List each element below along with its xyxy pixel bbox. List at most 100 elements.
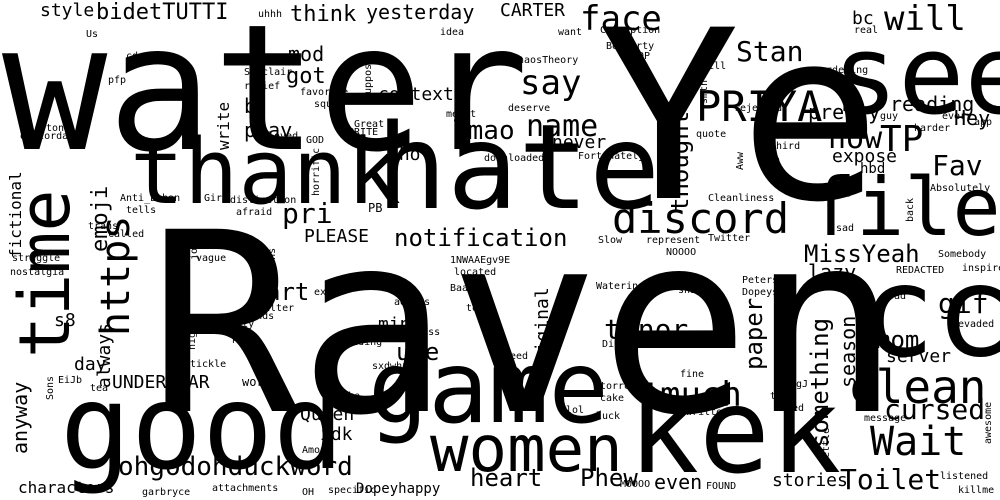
- word-mind: mind: [378, 314, 422, 335]
- word-cc: cc: [860, 240, 1000, 385]
- word-loved: loved: [268, 131, 299, 142]
- word-pb: PB: [368, 201, 383, 215]
- word-season: season: [836, 315, 860, 388]
- word-idk: idk: [320, 424, 353, 445]
- word-think: think: [290, 2, 357, 27]
- word-garbryce: garbryce: [142, 487, 191, 498]
- word-inspired: inspired: [962, 263, 1000, 274]
- word-pfp: pfp: [108, 75, 127, 86]
- word-located: located: [454, 267, 497, 278]
- word-work: work: [242, 375, 271, 389]
- word-baa: Baa: [450, 283, 469, 294]
- word-sxdwhxf: sxdwhxf: [372, 361, 415, 372]
- word-want: want: [558, 27, 583, 38]
- word-aww: Aww: [735, 151, 746, 170]
- word-duke: Duke: [336, 391, 361, 402]
- word-notification: notification: [394, 224, 568, 252]
- word-dopeyhappy: Dopeyhappy: [356, 481, 441, 497]
- word-stan: Stan: [736, 35, 804, 68]
- word-hate: hate: [376, 98, 661, 236]
- word-still: still: [696, 61, 727, 72]
- word-never: never: [552, 132, 607, 153]
- word-gardening: gardening: [814, 65, 869, 76]
- word-specific: specific: [328, 485, 377, 496]
- word-bc: bc: [852, 8, 874, 29]
- word-noooo: NOOOO: [666, 247, 697, 258]
- word-meant: meant: [446, 109, 477, 120]
- word-happens: happens: [267, 247, 278, 290]
- word-ton: ton: [46, 123, 65, 134]
- word-emoji: emoji: [88, 185, 113, 252]
- word-admins: admins: [394, 297, 431, 308]
- word-characters: characters: [18, 478, 115, 497]
- word-somebody: Somebody: [938, 249, 987, 260]
- word-s8: s8: [54, 310, 76, 331]
- word-redacted: REDACTED: [896, 265, 945, 276]
- word-reading: reading: [890, 92, 975, 116]
- word-deserve: deserve: [508, 103, 551, 114]
- word-shit: shit: [678, 285, 703, 296]
- word-file: file: [808, 161, 1000, 254]
- word-idea: idea: [440, 27, 465, 38]
- word-mod: mod: [288, 42, 325, 66]
- word-anyway: anyway: [8, 381, 32, 454]
- word-corruption: Corruption: [600, 25, 661, 36]
- word-fictional: fictional: [6, 171, 25, 258]
- word-toilet: Toilet: [840, 463, 942, 496]
- word-kek: kek: [628, 362, 842, 500]
- word-ugh: Ugh: [762, 155, 781, 166]
- word-good: good: [60, 358, 345, 496]
- word-sprite: SPRITE: [342, 127, 379, 138]
- word-oh: OH: [302, 487, 315, 498]
- word-sons: Sons: [45, 375, 56, 400]
- word-luck: luck: [596, 411, 621, 422]
- word-discord: discord: [612, 194, 790, 243]
- word-name: name: [526, 109, 599, 144]
- word-real: real: [854, 25, 879, 36]
- word-us: Us: [86, 29, 99, 40]
- word-game: game: [368, 329, 609, 446]
- word-use: use: [396, 338, 440, 366]
- word-now: now: [828, 121, 883, 156]
- word-tells: tells: [126, 205, 157, 216]
- word-see: see: [832, 11, 1000, 139]
- word-style: style: [40, 0, 95, 21]
- word-queen: Queen: [300, 404, 355, 425]
- word-water: water: [2, 0, 529, 191]
- word-hbd: hbd: [860, 161, 886, 177]
- word-tickle: tickle: [190, 359, 227, 370]
- word-1nwaaegv9e: 1NWAAEgv9E: [450, 255, 511, 266]
- word-twitter: Twitter: [708, 233, 751, 244]
- word-night: night: [187, 319, 198, 350]
- word-original: Original: [532, 287, 553, 374]
- word-day: day: [74, 354, 107, 375]
- word-suddenly: suddenly: [206, 319, 255, 330]
- word-art: art: [266, 278, 310, 306]
- word-tenor: tenor: [604, 313, 689, 346]
- word-gif: gif: [938, 287, 989, 320]
- word-carter: CARTER: [500, 0, 566, 21]
- word-always: always: [94, 322, 115, 388]
- word-clean: clean: [848, 360, 987, 414]
- word-nostalgia: nostalgia: [10, 267, 65, 278]
- word-tho: Tho: [388, 144, 421, 165]
- word-missyeah: MissYeah: [804, 240, 920, 268]
- word-thought: thought: [666, 110, 694, 212]
- word-bad: bad: [888, 291, 907, 302]
- word-fine: fine: [680, 369, 705, 380]
- word-got: got: [286, 64, 326, 89]
- word-rejected: rejected: [734, 103, 783, 114]
- word-third: third: [770, 141, 801, 152]
- word-horrific: horrific: [311, 147, 322, 196]
- word-smth: smth: [699, 79, 710, 104]
- word-indian: indian: [822, 75, 859, 86]
- word-uhhh: uhhh: [258, 9, 283, 20]
- word-guy: guy: [880, 111, 899, 122]
- word-watering: Watering: [596, 281, 645, 292]
- word-sad: sad: [836, 223, 855, 234]
- word-torrent: torrent: [600, 381, 643, 392]
- word-quote: quote: [696, 129, 727, 140]
- word-tea: tea: [90, 383, 109, 394]
- word-stop: STOP: [626, 51, 651, 62]
